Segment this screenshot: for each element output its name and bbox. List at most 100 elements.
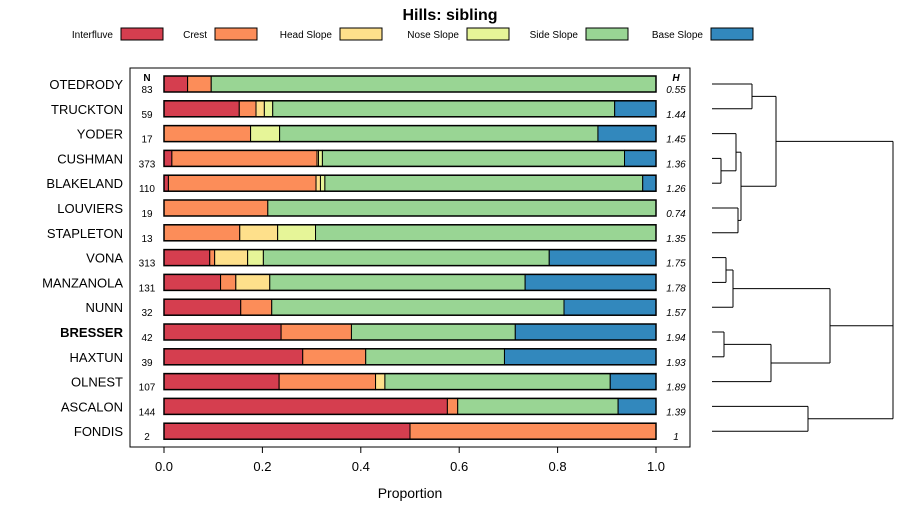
bar-segment-side-slope <box>262 249 550 267</box>
row-louviers: LOUVIERS 19 0.74 <box>57 199 686 220</box>
h-value: 1.36 <box>666 159 686 170</box>
dendrogram <box>712 83 894 432</box>
legend-swatch-head-slope <box>339 27 383 41</box>
bar-segment-nose-slope <box>319 174 326 192</box>
bar-segment-crest <box>171 149 318 167</box>
legend-label-side-slope: Side Slope <box>530 30 579 41</box>
row-otedrody: OTEDRODY 83 0.55 <box>49 75 686 96</box>
bar-segment-side-slope <box>210 75 657 93</box>
row-blakeland: BLAKELAND 110 1.26 <box>46 174 686 195</box>
bar-segment-side-slope <box>350 323 516 341</box>
legend-label-nose-slope: Nose Slope <box>407 30 459 41</box>
h-value: 0.74 <box>666 209 686 220</box>
bar-outline <box>163 348 657 366</box>
bar-segment-interfluve <box>163 298 242 316</box>
bar-segment-crest <box>302 348 367 366</box>
bar-segment-crest <box>280 323 352 341</box>
bar-segment-side-slope <box>315 224 657 242</box>
bar-segment-crest <box>163 125 252 143</box>
x-tick-label: 0.2 <box>253 459 271 474</box>
bar-outline <box>163 372 657 391</box>
bar-segment-side-slope <box>269 273 526 291</box>
row-label: BRESSER <box>60 325 123 340</box>
n-value: 110 <box>139 184 155 195</box>
bar-outline <box>163 224 657 242</box>
bar-segment-crest <box>209 249 216 267</box>
bar-outline <box>163 248 657 267</box>
x-tick-label: 0.6 <box>450 459 468 474</box>
bar-segment-crest <box>409 422 657 440</box>
bar-segment-crest <box>163 199 269 217</box>
bar-segment-base-slope <box>597 125 657 143</box>
n-value: 13 <box>141 234 153 245</box>
legend-label-crest: Crest <box>183 30 207 41</box>
legend-label-interfluve: Interfluve <box>72 30 114 41</box>
x-tick-label: 0.8 <box>549 459 567 474</box>
x-tick-label: 0.0 <box>155 459 173 474</box>
n-value: 17 <box>141 135 153 146</box>
row-cushman: CUSHMAN 373 1.36 <box>57 149 686 170</box>
n-value: 373 <box>139 159 156 170</box>
legend-swatch-base-slope <box>710 27 754 41</box>
row-stapleton: STAPLETON 13 1.35 <box>47 224 686 245</box>
plot-panel <box>129 67 691 448</box>
h-value: 1.75 <box>666 259 686 270</box>
legend: Interfluve Crest Head Slope Nose Slope Side … <box>72 27 754 41</box>
row-label: YODER <box>77 127 123 142</box>
h-value: 1.57 <box>666 308 686 319</box>
row-fondis: FONDIS 2 1 <box>74 422 679 443</box>
legend-swatch-side-slope <box>585 27 629 41</box>
bar-segment-interfluve <box>163 75 189 93</box>
bar-segment-side-slope <box>267 199 657 217</box>
h-value: 1.93 <box>666 358 686 369</box>
row-olnest: OLNEST 107 1.89 <box>71 372 686 394</box>
n-column-header: N <box>143 73 150 84</box>
bar-segment-interfluve <box>163 273 222 291</box>
x-axis: 0.0 0.2 0.4 0.6 0.8 1.0 <box>155 447 665 474</box>
h-column-header: H <box>672 73 680 84</box>
row-yoder: YODER 17 1.45 <box>77 124 686 146</box>
bar-segment-base-slope <box>548 249 657 267</box>
bar-segment-base-slope <box>617 397 657 415</box>
bar-outline <box>163 397 657 416</box>
legend-swatch-crest <box>214 27 258 41</box>
row-ascalon: ASCALON 144 1.39 <box>61 397 686 418</box>
bar-segment-side-slope <box>457 397 619 415</box>
bar-segment-interfluve <box>163 323 282 341</box>
row-nunn: NUNN 32 1.57 <box>85 298 686 319</box>
row-label: CUSHMAN <box>57 151 123 166</box>
n-value: 107 <box>139 383 156 394</box>
bar-segment-interfluve <box>163 149 173 167</box>
bar-segment-head-slope <box>239 224 279 242</box>
n-value: 19 <box>141 209 153 220</box>
row-label: BLAKELAND <box>46 176 123 191</box>
legend-swatch-interfluve <box>120 27 164 41</box>
bar-segment-base-slope <box>514 323 657 341</box>
h-value: 1.78 <box>666 283 686 294</box>
bar-segment-crest <box>167 174 317 192</box>
n-value: 59 <box>141 110 153 121</box>
bar-segment-interfluve <box>163 100 240 118</box>
bar-segment-crest <box>446 397 459 415</box>
bar-segment-base-slope <box>614 100 657 118</box>
bar-segment-nose-slope <box>277 224 317 242</box>
h-value: 1.26 <box>666 184 686 195</box>
bar-outline <box>163 323 657 341</box>
bar-outline <box>163 75 657 93</box>
row-label: FONDIS <box>74 424 123 439</box>
bar-outline <box>163 298 657 316</box>
bar-segment-side-slope <box>272 100 616 118</box>
bar-segment-head-slope <box>235 273 271 291</box>
legend-swatch-nose-slope <box>466 27 510 41</box>
bar-outline <box>163 124 657 143</box>
h-value: 1 <box>673 432 679 443</box>
legend-label-base-slope: Base Slope <box>652 30 704 41</box>
bar-segment-head-slope <box>214 249 249 267</box>
bar-segment-crest <box>238 100 257 118</box>
bar-outline <box>163 273 657 292</box>
bar-segment-interfluve <box>163 422 411 440</box>
chart-title: Hills: sibling <box>402 7 497 24</box>
row-bresser: BRESSER 42 1.94 <box>60 323 686 344</box>
bar-segment-side-slope <box>271 298 565 316</box>
h-value: 0.55 <box>666 85 686 96</box>
